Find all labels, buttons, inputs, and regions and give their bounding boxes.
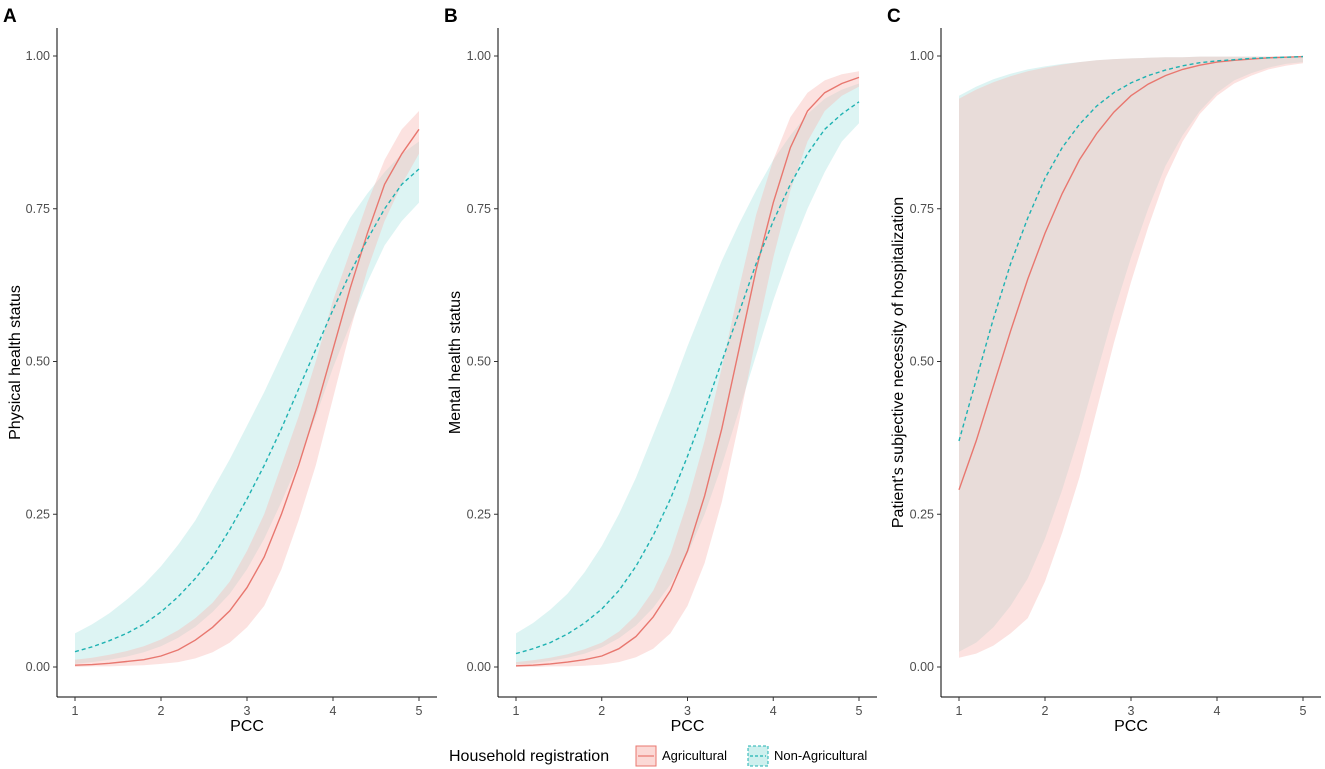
x-axis-label: PCC: [1114, 718, 1148, 735]
legend-label-agricultural: Agricultural: [662, 748, 727, 763]
x-tick-label: 4: [770, 704, 777, 718]
panel-b: B 0.00 0.25 0.50 0.75 1.00 1 2 3 4 5 PCC Mental heal…: [444, 6, 877, 735]
ci-ribbon-agricultural: [75, 111, 419, 667]
y-tick-label: 1.00: [467, 49, 491, 63]
legend: Household registration Agricultural Non-…: [449, 745, 867, 767]
x-tick-label: 4: [330, 704, 337, 718]
x-tick-label: 2: [598, 704, 605, 718]
y-tick-label: 0.75: [910, 202, 934, 216]
x-axis-label: PCC: [671, 718, 705, 735]
series-line-non-agricultural: [515, 101, 860, 655]
panel-a: A 0.00 0.25 0.50 0.75 1.00 1 2 3 4 5 PCC Physical he…: [3, 6, 437, 735]
x-tick-label: 5: [416, 704, 423, 718]
series-line-non-agricultural: [74, 168, 420, 653]
x-tick-label: 2: [1042, 704, 1049, 718]
x-tick-label: 1: [72, 704, 79, 718]
y-axis-label: Patient's subjective necessity of hospit…: [890, 197, 907, 528]
x-tick-label: 3: [684, 704, 691, 718]
y-axis-label: Physical health status: [7, 285, 24, 440]
legend-key-non-agricultural: [747, 745, 769, 767]
panel-c: C 0.00 0.25 0.50 0.75 1.00 1 2 3 4 5 PCC Patient's s…: [887, 6, 1321, 735]
y-tick-label: 0.75: [467, 202, 491, 216]
ci-ribbon-non-agricultural: [516, 83, 859, 665]
y-axis-label: Mental health status: [447, 291, 464, 434]
x-tick-label: 1: [956, 704, 963, 718]
x-axis-label: PCC: [230, 718, 264, 735]
y-tick-label: 0.00: [26, 660, 50, 674]
legend-key-agricultural: [635, 745, 657, 767]
y-tick-label: 0.25: [467, 507, 491, 521]
y-tick-label: 0.00: [910, 660, 934, 674]
y-tick-label: 0.25: [910, 507, 934, 521]
y-tick-label: 1.00: [26, 49, 50, 63]
ci-ribbon-agricultural: [959, 56, 1303, 658]
x-tick-label: 4: [1214, 704, 1221, 718]
panel-letter: B: [444, 6, 458, 27]
legend-title: Household registration: [449, 748, 609, 765]
y-tick-label: 1.00: [910, 49, 934, 63]
panel-letter: A: [3, 6, 17, 27]
panel-letter: C: [887, 6, 901, 27]
x-tick-label: 1: [513, 704, 520, 718]
y-tick-label: 0.50: [910, 355, 934, 369]
x-tick-label: 5: [856, 704, 863, 718]
series-line-non-agricultural: [958, 55, 1304, 442]
series-line-agricultural: [515, 76, 860, 667]
y-tick-label: 0.25: [26, 507, 50, 521]
x-tick-label: 3: [1128, 704, 1135, 718]
ci-ribbon-non-agricultural: [959, 56, 1303, 652]
y-tick-label: 0.50: [26, 355, 50, 369]
x-tick-label: 2: [158, 704, 165, 718]
x-tick-label: 3: [244, 704, 251, 718]
ci-ribbon-non-agricultural: [75, 141, 419, 664]
legend-label-non-agricultural: Non-Agricultural: [774, 748, 867, 763]
y-tick-label: 0.50: [467, 355, 491, 369]
y-tick-label: 0.75: [26, 202, 50, 216]
x-tick-label: 5: [1300, 704, 1307, 718]
y-tick-label: 0.00: [467, 660, 491, 674]
